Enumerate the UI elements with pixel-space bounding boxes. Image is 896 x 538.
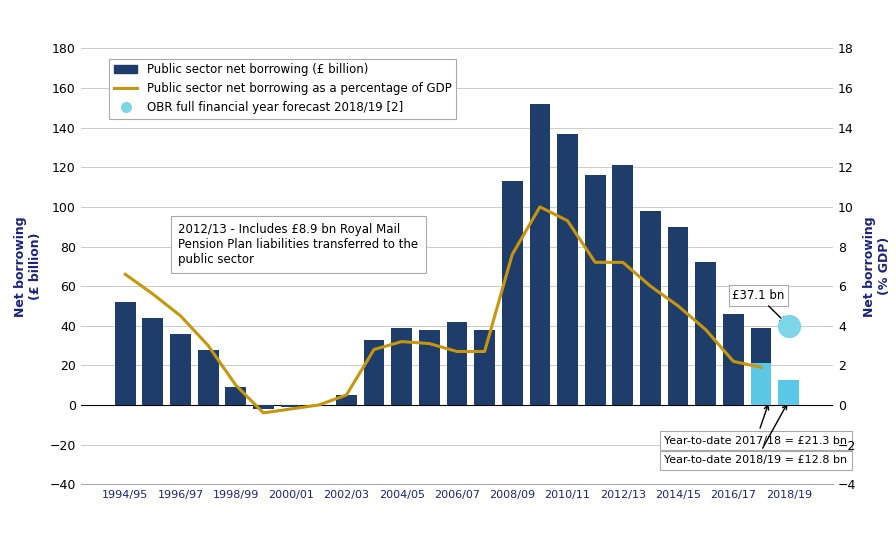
Bar (557, 133, 578, 405)
Bar (198, 350, 219, 405)
Text: £37.1 bn: £37.1 bn (732, 289, 785, 302)
Legend: Public sector net borrowing (£ billion), Public sector net borrowing as a percen: Public sector net borrowing (£ billion),… (109, 59, 456, 119)
Bar (530, 104, 550, 405)
Bar (142, 318, 163, 405)
Bar (170, 334, 191, 405)
Bar (446, 322, 468, 405)
Text: Year-to-date 2017/18 = £21.3 bn: Year-to-date 2017/18 = £21.3 bn (664, 405, 848, 445)
Bar (474, 330, 495, 405)
Bar (502, 181, 522, 405)
Bar (280, 405, 301, 407)
Bar (419, 330, 440, 405)
Bar (613, 165, 633, 405)
Bar (668, 226, 688, 405)
Bar (751, 328, 771, 405)
Bar (779, 380, 799, 405)
Y-axis label: Net borrowing
(£ billion): Net borrowing (£ billion) (14, 216, 42, 317)
Bar (115, 302, 135, 405)
Bar (336, 395, 357, 405)
Point (781, 321, 796, 330)
Bar (364, 339, 384, 405)
Bar (226, 387, 246, 405)
Bar (723, 314, 744, 405)
Bar (585, 175, 606, 405)
Bar (640, 211, 661, 405)
Bar (253, 405, 274, 409)
Text: 2012/13 - Includes £8.9 bn Royal Mail
Pension Plan liabilities transferred to th: 2012/13 - Includes £8.9 bn Royal Mail Pe… (178, 223, 418, 266)
Bar (695, 263, 716, 405)
Bar (392, 328, 412, 405)
Text: Year-to-date 2018/19 = £12.8 bn: Year-to-date 2018/19 = £12.8 bn (664, 405, 848, 465)
Y-axis label: Net borrowing
(% GDP): Net borrowing (% GDP) (864, 216, 892, 317)
Bar (751, 363, 771, 405)
